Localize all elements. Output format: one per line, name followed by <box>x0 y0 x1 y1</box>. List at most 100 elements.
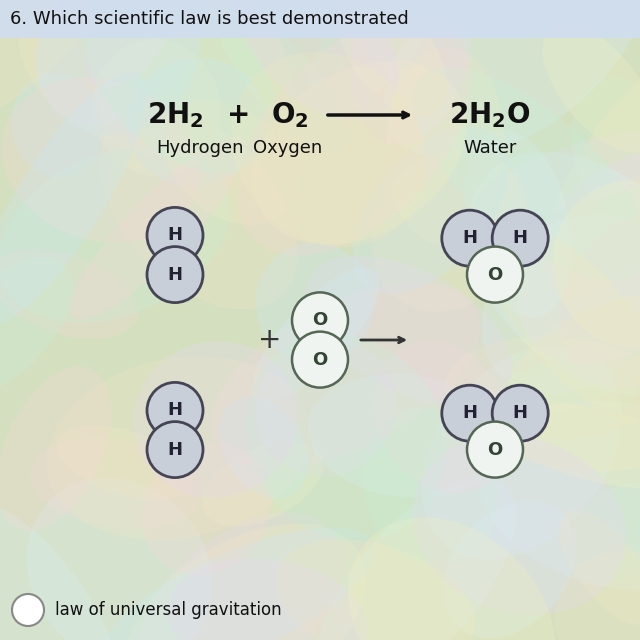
Text: Oxygen: Oxygen <box>253 139 323 157</box>
Ellipse shape <box>481 214 640 395</box>
Ellipse shape <box>70 136 247 319</box>
Text: law of universal gravitation: law of universal gravitation <box>55 601 282 619</box>
Ellipse shape <box>499 402 640 489</box>
Circle shape <box>147 383 203 438</box>
Ellipse shape <box>218 397 308 499</box>
Ellipse shape <box>202 441 323 526</box>
Ellipse shape <box>57 426 193 499</box>
Ellipse shape <box>231 52 426 247</box>
Circle shape <box>492 210 548 266</box>
Ellipse shape <box>275 539 475 640</box>
Ellipse shape <box>348 0 435 70</box>
Ellipse shape <box>317 477 516 640</box>
Ellipse shape <box>481 221 640 426</box>
Ellipse shape <box>47 356 310 540</box>
Ellipse shape <box>168 559 367 640</box>
Ellipse shape <box>19 0 291 157</box>
Ellipse shape <box>372 148 527 312</box>
Text: $\mathbf{2H_2O}$: $\mathbf{2H_2O}$ <box>449 100 531 130</box>
Ellipse shape <box>517 148 640 363</box>
Ellipse shape <box>0 0 120 124</box>
Text: O: O <box>488 266 502 284</box>
Text: O: O <box>312 351 328 369</box>
Ellipse shape <box>305 256 512 405</box>
Circle shape <box>12 594 44 626</box>
Ellipse shape <box>374 341 512 493</box>
Ellipse shape <box>0 147 231 323</box>
Ellipse shape <box>0 72 147 326</box>
Circle shape <box>147 246 203 303</box>
Text: $\mathbf{2H_2}$: $\mathbf{2H_2}$ <box>147 100 204 130</box>
Ellipse shape <box>12 73 102 178</box>
Ellipse shape <box>2 77 198 243</box>
Ellipse shape <box>531 309 640 412</box>
Ellipse shape <box>215 4 348 152</box>
Ellipse shape <box>348 517 556 640</box>
Circle shape <box>147 422 203 477</box>
Text: H: H <box>513 404 528 422</box>
Ellipse shape <box>33 0 205 124</box>
Ellipse shape <box>0 249 138 339</box>
Ellipse shape <box>383 0 640 159</box>
Ellipse shape <box>237 17 471 256</box>
Text: H: H <box>462 404 477 422</box>
Ellipse shape <box>253 61 467 244</box>
Ellipse shape <box>84 1 166 88</box>
Ellipse shape <box>142 443 271 575</box>
Ellipse shape <box>165 100 294 225</box>
Ellipse shape <box>363 408 497 568</box>
Ellipse shape <box>83 0 278 173</box>
Ellipse shape <box>412 435 626 615</box>
Ellipse shape <box>0 258 73 396</box>
Ellipse shape <box>102 527 375 640</box>
Ellipse shape <box>443 500 575 639</box>
Ellipse shape <box>412 67 640 280</box>
Ellipse shape <box>124 524 366 640</box>
Text: H: H <box>462 229 477 247</box>
Ellipse shape <box>492 362 636 437</box>
Ellipse shape <box>468 152 640 396</box>
Text: $\mathbf{+}$: $\mathbf{+}$ <box>226 101 248 129</box>
Ellipse shape <box>572 77 640 221</box>
Ellipse shape <box>506 295 640 439</box>
Ellipse shape <box>0 367 111 531</box>
Ellipse shape <box>306 0 452 118</box>
Ellipse shape <box>211 283 480 468</box>
Ellipse shape <box>27 477 212 640</box>
Ellipse shape <box>422 345 621 560</box>
Text: H: H <box>168 227 182 244</box>
Ellipse shape <box>560 214 640 388</box>
Ellipse shape <box>543 23 640 153</box>
Ellipse shape <box>308 374 504 497</box>
Ellipse shape <box>100 107 298 309</box>
Text: +: + <box>259 326 282 354</box>
Circle shape <box>442 385 498 441</box>
Circle shape <box>492 385 548 441</box>
Ellipse shape <box>127 58 265 186</box>
Ellipse shape <box>234 0 399 121</box>
Text: H: H <box>168 440 182 459</box>
Ellipse shape <box>555 550 640 640</box>
Text: Hydrogen: Hydrogen <box>156 139 244 157</box>
Text: H: H <box>513 229 528 247</box>
Ellipse shape <box>474 130 640 218</box>
Ellipse shape <box>564 481 640 584</box>
Ellipse shape <box>386 47 504 245</box>
Ellipse shape <box>465 129 572 317</box>
Ellipse shape <box>252 268 380 402</box>
Ellipse shape <box>0 500 123 640</box>
Text: 6. Which scientific law is best demonstrated: 6. Which scientific law is best demonstr… <box>10 10 409 28</box>
Ellipse shape <box>552 180 640 348</box>
Circle shape <box>467 422 523 477</box>
Ellipse shape <box>445 337 640 472</box>
Ellipse shape <box>255 243 374 364</box>
Ellipse shape <box>31 438 203 529</box>
Text: H: H <box>168 266 182 284</box>
Ellipse shape <box>353 127 508 294</box>
Ellipse shape <box>92 39 221 177</box>
Bar <box>0 0 640 38</box>
Ellipse shape <box>543 44 640 298</box>
Text: O: O <box>312 312 328 330</box>
Circle shape <box>292 292 348 348</box>
Circle shape <box>442 210 498 266</box>
